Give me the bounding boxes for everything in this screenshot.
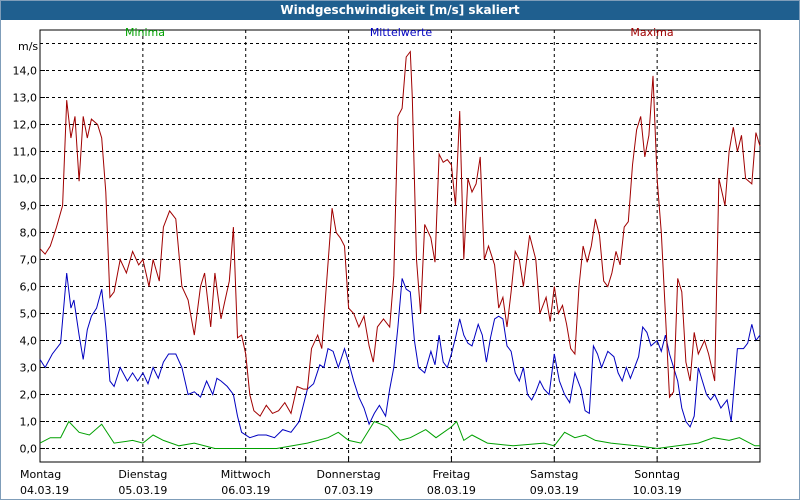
legend-entry-minima: Minima [125,26,165,39]
y-tick-label: 5,0 [20,308,38,321]
x-tick-day: Sonntag [634,468,680,481]
series-line-minima [39,420,760,450]
y-tick-label: 8,0 [20,227,38,240]
grid-lines [40,30,760,462]
plot-area [39,29,761,463]
x-tick-date: 06.03.19 [221,484,270,497]
y-tick-label: 6,0 [20,281,38,294]
x-tick-date: 09.03.19 [530,484,579,497]
y-tick-label: 9,0 [20,200,38,213]
y-tick-label: 1,0 [20,416,38,429]
legend: Minima Mittelwerte Maxima [125,26,674,39]
y-tick-label: 10,0 [13,173,38,186]
y-tick-label: 12,0 [13,119,38,132]
x-tick-day: Dienstag [118,468,167,481]
series-line-maxima [39,50,761,417]
y-tick-label: 0,0 [20,443,38,456]
y-tick-label: 14,0 [13,65,38,78]
series-lines [39,50,761,450]
x-tick-date: 04.03.19 [20,484,69,497]
y-tick-label: 4,0 [20,335,38,348]
x-tick-date: 08.03.19 [427,484,476,497]
x-tick-day: Mittwoch [221,468,271,481]
y-tick-label: 7,0 [20,254,38,267]
series-line-mittelwerte [39,272,761,439]
y-tick-label: 13,0 [13,92,38,105]
y-axis-label: m/s [18,40,38,53]
x-tick-date: 05.03.19 [118,484,167,497]
chart-title: Windgeschwindigkeit [m/s] skaliert [1,1,799,20]
y-axis: 0,0 1,0 2,0 3,0 4,0 5,0 6,0 7,0 8,0 9,0 10,0 11,0 12… [13,65,760,456]
x-tick-day: Freitag [433,468,471,481]
y-tick-label: 3,0 [20,362,38,375]
legend-entry-mittelwerte: Mittelwerte [370,26,433,39]
x-tick-day: Montag [20,468,61,481]
x-tick-date: 10.03.19 [633,484,682,497]
y-tick-label: 2,0 [20,389,38,402]
legend-entry-maxima: Maxima [630,26,673,39]
y-tick-label: 11,0 [13,146,38,159]
x-tick-day: Donnerstag [316,468,380,481]
x-axis: Montag 04.03.19 Dienstag 05.03.19 Mittwoch 06… [20,457,682,497]
x-tick-day: Samstag [530,468,578,481]
x-tick-date: 07.03.19 [324,484,373,497]
